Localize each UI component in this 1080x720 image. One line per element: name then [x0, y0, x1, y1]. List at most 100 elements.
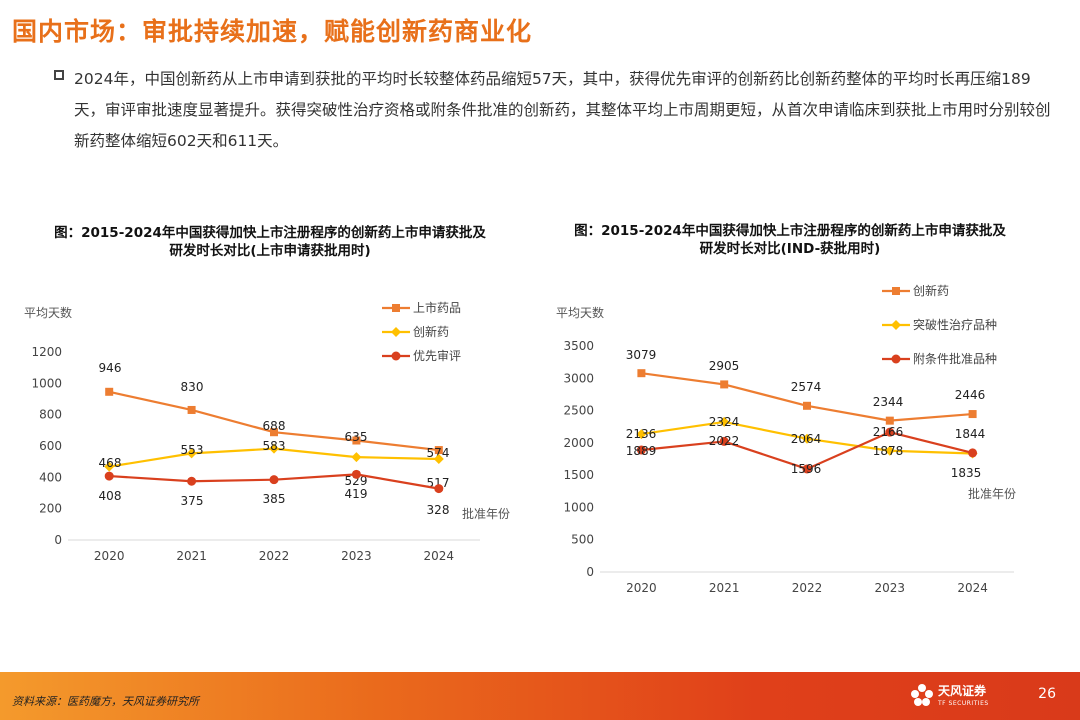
y-tick-label: 2000 [563, 436, 594, 450]
data-label: 2446 [955, 388, 986, 402]
data-point [802, 464, 812, 474]
data-point [104, 471, 114, 481]
data-label: 2344 [873, 395, 904, 409]
data-label: 2905 [709, 359, 740, 373]
data-point [885, 416, 894, 425]
data-point [968, 410, 977, 419]
y-tick-label: 0 [586, 565, 594, 579]
square-bullet-icon [54, 70, 64, 80]
data-point [187, 405, 196, 414]
x-axis-title: 批准年份 [968, 486, 1016, 501]
brand-name: 天风证券 [938, 684, 987, 698]
data-point [803, 401, 811, 410]
data-point [434, 446, 443, 455]
legend-label: 附条件批准品种 [913, 351, 997, 366]
data-label: 1878 [873, 444, 904, 458]
legend-label: 创新药 [913, 283, 949, 298]
data-label: 574 [427, 446, 450, 460]
legend-label: 优先审评 [413, 348, 461, 363]
data-label: 529 [345, 474, 368, 488]
x-tick-label: 2021 [709, 581, 740, 595]
data-point [636, 429, 647, 440]
y-tick-label: 0 [54, 533, 62, 547]
legend-marker [891, 354, 901, 364]
y-axis-title: 平均天数 [24, 305, 72, 320]
y-tick-label: 3500 [563, 339, 594, 353]
x-tick-label: 2024 [424, 549, 455, 563]
y-tick-label: 1000 [563, 500, 594, 514]
data-label: 553 [181, 443, 204, 457]
data-point [104, 461, 115, 472]
data-label: 408 [99, 489, 122, 503]
legend-label: 上市药品 [413, 300, 461, 315]
data-point [186, 448, 197, 459]
data-point [719, 416, 730, 427]
data-point [884, 445, 895, 456]
y-tick-label: 2500 [563, 404, 594, 418]
x-tick-label: 2020 [94, 549, 125, 563]
legend-marker [891, 320, 901, 330]
data-point [968, 448, 978, 458]
y-tick-label: 1000 [31, 376, 62, 390]
data-label: 583 [263, 439, 286, 453]
y-tick-label: 1500 [563, 468, 594, 482]
data-point [269, 443, 279, 454]
data-label: 375 [181, 494, 204, 508]
legend-marker [391, 327, 401, 337]
source-note: 资料来源：医药魔方，天风证券研究所 [12, 695, 199, 708]
x-tick-label: 2023 [341, 549, 372, 563]
data-label: 688 [263, 419, 286, 433]
data-point [720, 380, 729, 389]
y-tick-label: 800 [39, 408, 62, 422]
data-point [636, 445, 646, 455]
data-point [637, 369, 646, 378]
brand-logo: 天风证券 TF SECURITIES [910, 680, 1020, 714]
brand-subtitle: TF SECURITIES [938, 700, 989, 707]
chart2-title: 图：2015-2024年中国获得加快上市注册程序的创新药上市申请获批及 研发时长… [540, 222, 1040, 258]
x-tick-label: 2022 [259, 549, 290, 563]
data-point [433, 454, 444, 465]
data-point [351, 452, 362, 463]
chart2-title-line2: 研发时长对比(IND-获批用时) [699, 241, 881, 257]
data-label: 2022 [709, 434, 740, 448]
y-axis-title: 平均天数 [556, 305, 604, 320]
data-label: 830 [181, 380, 204, 394]
data-point [719, 436, 729, 446]
x-tick-label: 2022 [792, 581, 823, 595]
data-label: 2136 [626, 427, 657, 441]
x-tick-label: 2021 [176, 549, 207, 563]
y-tick-label: 1200 [31, 345, 62, 359]
data-point [269, 475, 279, 485]
data-label: 1889 [626, 444, 657, 458]
x-tick-label: 2020 [626, 581, 657, 595]
data-label: 1596 [791, 462, 822, 476]
legend-marker [892, 287, 900, 295]
flower-logo-icon [911, 684, 933, 706]
footer-bar: 资料来源：医药魔方，天风证券研究所 天风证券 TF SECURITIES 26 [0, 672, 1080, 720]
data-point [105, 387, 114, 396]
data-label: 468 [99, 456, 122, 470]
legend-label: 突破性治疗品种 [913, 317, 997, 332]
legend-label: 创新药 [413, 324, 449, 339]
y-tick-label: 3000 [563, 371, 594, 385]
x-tick-label: 2023 [875, 581, 906, 595]
y-tick-label: 600 [39, 439, 62, 453]
data-point [434, 484, 444, 494]
legend-marker [392, 304, 400, 312]
chart1-title-line1: 图：2015-2024年中国获得加快上市注册程序的创新药上市申请获批及 [54, 225, 486, 241]
data-label: 2574 [791, 380, 822, 394]
chart2-title-line1: 图：2015-2024年中国获得加快上市注册程序的创新药上市申请获批及 [574, 223, 1006, 239]
bullet-point: 2024年，中国创新药从上市申请到获批的平均时长较整体药品缩短57天，其中，获得… [54, 64, 1054, 157]
data-label: 3079 [626, 348, 657, 362]
data-point [802, 433, 812, 444]
data-label: 328 [427, 503, 450, 517]
chart1-title: 图：2015-2024年中国获得加快上市注册程序的创新药上市申请获批及 研发时长… [20, 224, 520, 260]
data-label: 2166 [873, 425, 904, 439]
data-point [187, 476, 197, 486]
x-tick-label: 2024 [957, 581, 988, 595]
data-label: 1844 [955, 427, 986, 441]
y-tick-label: 400 [39, 470, 62, 484]
chart1-title-line2: 研发时长对比(上市申请获批用时) [169, 243, 371, 259]
